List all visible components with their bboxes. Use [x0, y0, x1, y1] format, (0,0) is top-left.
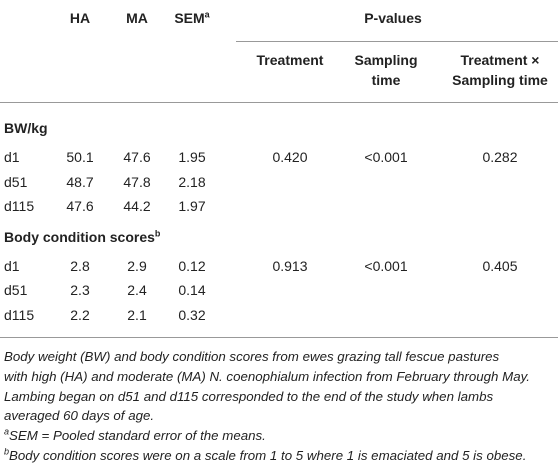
pvalue-column-header: Treatment × Sampling time	[452, 52, 548, 88]
group-label-text: Body condition scores	[4, 228, 155, 245]
cell: 0.420	[272, 149, 308, 165]
footnote-mark: b	[154, 227, 161, 238]
column-header: SEMa	[162, 8, 222, 28]
cell: <0.001	[364, 257, 408, 274]
footnote-line: Lambing began on d51 and d115 correspond…	[4, 388, 494, 404]
cell: 48.7	[66, 173, 94, 190]
cell: 47.8	[123, 173, 151, 190]
cell: 2.3	[70, 282, 90, 298]
cell: 47.6	[123, 149, 151, 165]
cell: 1.95	[178, 149, 206, 165]
cell: 0.32	[178, 306, 206, 323]
footnote-line: with high (HA) and moderate (MA) N. coen…	[4, 368, 530, 384]
footnote-line: Body weight (BW) and body condition scor…	[4, 349, 500, 364]
row-label: d51	[4, 282, 28, 298]
footnote-mark: b	[4, 446, 10, 457]
group-label-text: BW/kg	[4, 120, 48, 136]
pvalues-header: P-values	[364, 10, 422, 26]
cell: 2.18	[178, 173, 206, 190]
column-header: MA	[107, 8, 167, 28]
column-header-text: SEM	[174, 10, 205, 26]
row-label: d1	[4, 257, 20, 274]
column-header-text: MA	[126, 10, 148, 26]
footnote: aSEM = Pooled standard error of the mean…	[4, 426, 266, 446]
cell: 1.97	[178, 198, 206, 214]
footnote-line: averaged 60 days of age.	[4, 408, 155, 424]
group-label: BW/kg	[4, 118, 48, 138]
group-label: Body condition scoresb	[4, 227, 160, 247]
cell: 2.4	[127, 282, 147, 298]
rule	[0, 337, 558, 338]
rule	[0, 102, 558, 103]
cell: 2.2	[70, 306, 90, 323]
cell: 0.14	[178, 282, 206, 298]
cell: 0.12	[178, 257, 206, 274]
cell: 44.2	[123, 198, 151, 214]
cell: <0.001	[364, 149, 408, 165]
column-header-text: HA	[69, 10, 91, 26]
footnote-mark: a	[4, 426, 10, 437]
rule	[236, 41, 558, 42]
cell: 0.913	[272, 257, 308, 274]
row-label: d1	[4, 149, 20, 165]
row-label: d51	[4, 173, 28, 190]
cell: 2.1	[127, 306, 147, 323]
cell: 0.282	[482, 149, 518, 165]
footnote-mark: a	[204, 9, 210, 20]
cell: 50.1	[66, 149, 94, 165]
cell: 0.405	[482, 257, 518, 274]
cell: 2.8	[70, 257, 90, 274]
pvalue-column-header: Treatment	[256, 52, 324, 68]
row-label: d115	[4, 306, 35, 323]
footnote-text: SEM = Pooled standard error of the means…	[9, 428, 266, 444]
cell: 2.9	[127, 257, 147, 274]
pvalue-column-header: Sampling time	[354, 52, 418, 88]
row-label: d115	[4, 198, 35, 214]
footnote: bBody condition scores were on a scale f…	[4, 446, 526, 464]
column-header: HA	[50, 8, 110, 28]
cell: 47.6	[66, 198, 94, 214]
footnote-text: Body condition scores were on a scale fr…	[9, 448, 527, 463]
